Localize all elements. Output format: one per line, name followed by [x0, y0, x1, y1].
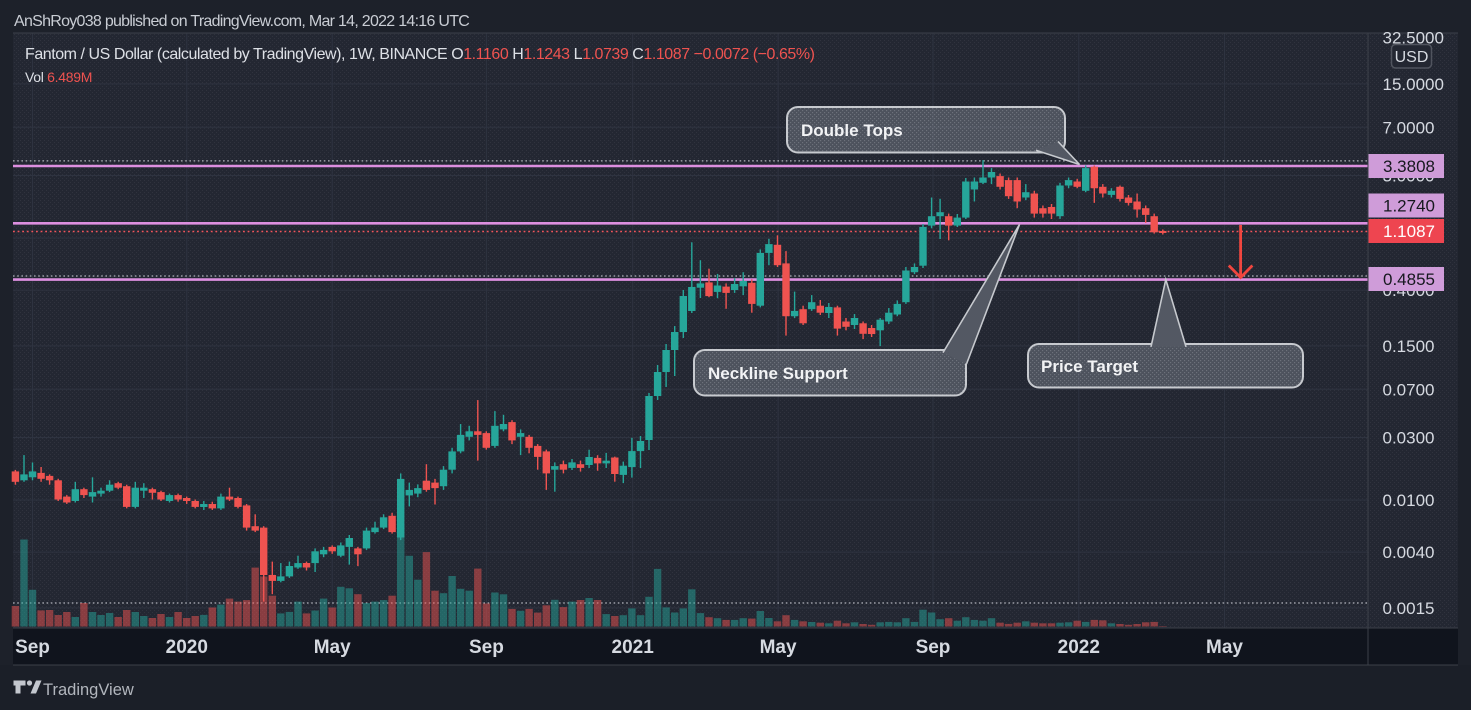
svg-text:Sep: Sep	[15, 637, 50, 658]
svg-text:7.0000: 7.0000	[1383, 118, 1435, 137]
svg-text:2020: 2020	[166, 637, 208, 658]
svg-text:AnShRoy038 published on Tradin: AnShRoy038 published on TradingView.com,…	[14, 13, 469, 30]
svg-text:Price Target: Price Target	[1041, 357, 1138, 376]
svg-text:0.1500: 0.1500	[1383, 337, 1435, 356]
svg-text:1.2740: 1.2740	[1383, 197, 1435, 216]
svg-text:Sep: Sep	[916, 637, 951, 658]
svg-text:3.3808: 3.3808	[1383, 157, 1435, 176]
svg-text:Neckline Support: Neckline Support	[708, 364, 848, 383]
svg-text:Vol 6.489M: Vol 6.489M	[25, 69, 92, 85]
svg-text:2022: 2022	[1058, 637, 1100, 658]
svg-text:May: May	[1206, 637, 1243, 658]
svg-text:0.0700: 0.0700	[1383, 380, 1435, 399]
svg-text:0.0300: 0.0300	[1383, 429, 1435, 448]
svg-text:TradingView: TradingView	[43, 681, 134, 699]
svg-text:32.5000: 32.5000	[1383, 29, 1444, 48]
svg-text:2021: 2021	[612, 637, 655, 658]
svg-text:0.4855: 0.4855	[1383, 270, 1435, 289]
svg-text:USD: USD	[1395, 49, 1429, 66]
svg-text:0.0015: 0.0015	[1383, 599, 1435, 618]
svg-text:1.1087: 1.1087	[1383, 222, 1435, 241]
svg-text:0.0040: 0.0040	[1383, 543, 1435, 562]
svg-text:May: May	[314, 637, 351, 658]
svg-text:Double Tops: Double Tops	[801, 121, 903, 140]
svg-text:May: May	[760, 637, 797, 658]
svg-text:0.0100: 0.0100	[1383, 491, 1435, 510]
svg-text:Fantom / US Dollar (calculated: Fantom / US Dollar (calculated by Tradin…	[25, 46, 815, 63]
svg-text:15.0000: 15.0000	[1383, 75, 1444, 94]
svg-text:Sep: Sep	[469, 637, 504, 658]
